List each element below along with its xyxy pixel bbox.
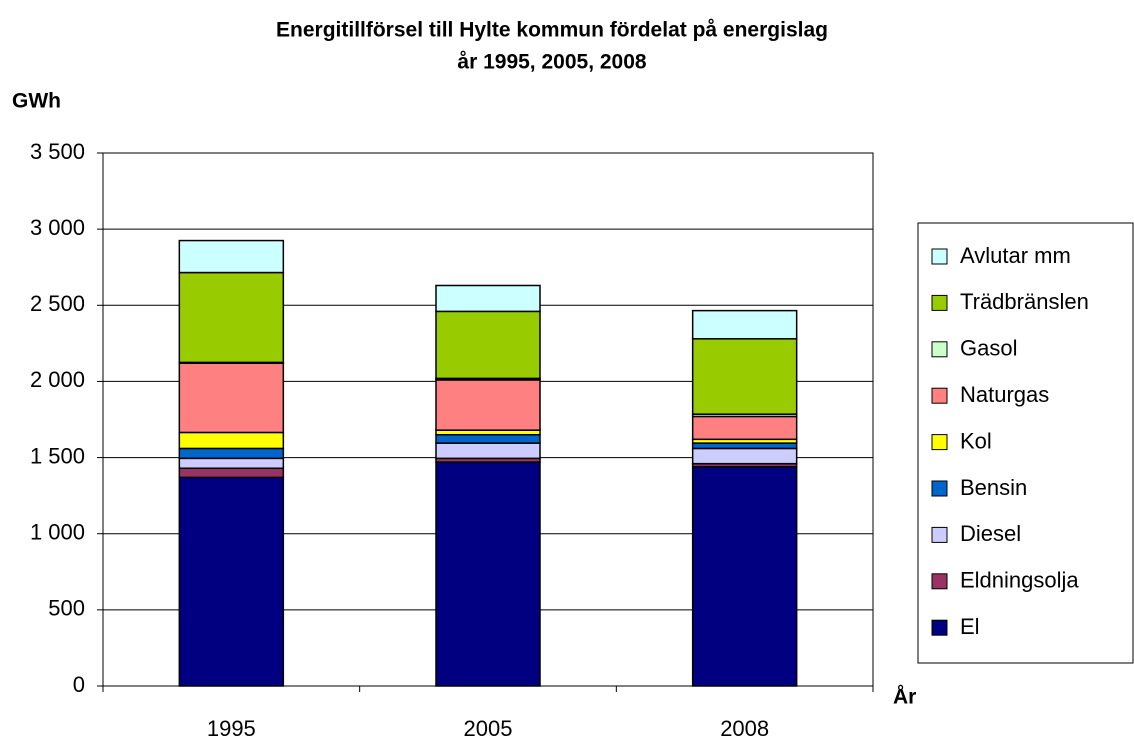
bar-segment <box>435 284 541 313</box>
y-tick-label: 1 000 <box>30 520 85 545</box>
legend-swatch <box>931 480 948 497</box>
legend-label: Avlutar mm <box>960 243 1071 268</box>
bar-segment <box>435 379 541 431</box>
y-tick-label: 3 000 <box>30 215 85 240</box>
bar-segment <box>178 239 285 274</box>
bar-segment <box>691 338 798 415</box>
bar-segment <box>435 442 541 460</box>
bar-segment <box>691 309 798 340</box>
bar-segment <box>178 447 285 460</box>
legend-swatch <box>931 248 948 265</box>
legend-swatch <box>931 387 948 404</box>
legend-swatch <box>931 294 948 311</box>
x-tick-label: 1995 <box>207 716 256 741</box>
bar-segment <box>178 362 285 434</box>
legend-label: Diesel <box>960 521 1021 546</box>
legend-label: Naturgas <box>960 382 1049 407</box>
bar-segment <box>178 467 285 479</box>
x-tick-label: 2005 <box>464 716 513 741</box>
legend-label: Gasol <box>960 336 1017 361</box>
x-axis-label: År <box>893 685 916 709</box>
y-axis-label: GWh <box>12 90 61 113</box>
bar-segment <box>691 442 798 450</box>
y-tick-label: 0 <box>73 672 85 697</box>
y-tick-label: 500 <box>48 596 85 621</box>
legend-label: El <box>960 614 980 639</box>
bar-segment <box>435 433 541 444</box>
y-tick-label: 3 500 <box>30 139 85 164</box>
legend-label: Trädbränslen <box>960 289 1089 314</box>
y-tick-label: 2 500 <box>30 291 85 316</box>
bar-segment <box>691 447 798 465</box>
bar-segment <box>178 271 285 364</box>
chart-title: Energitillförsel till Hylte kommun förde… <box>276 19 828 42</box>
bar-segment <box>178 457 285 469</box>
y-tick-label: 2 000 <box>30 367 85 392</box>
legend-swatch <box>931 341 948 358</box>
chart-title: år 1995, 2005, 2008 <box>457 51 646 74</box>
legend-label: Eldningsolja <box>960 568 1079 593</box>
bar-segment <box>691 415 798 441</box>
legend-swatch <box>931 573 948 590</box>
legend-swatch <box>931 526 948 543</box>
legend-label: Kol <box>960 428 992 453</box>
bar-segment <box>178 431 285 450</box>
bar-segment <box>691 465 798 687</box>
legend-box <box>917 222 1134 664</box>
legend-swatch <box>931 434 948 451</box>
bar-segment <box>435 461 541 687</box>
legend-swatch <box>931 619 948 636</box>
y-tick-label: 1 500 <box>30 443 85 468</box>
legend-label: Bensin <box>960 475 1027 500</box>
bar-segment <box>435 310 541 380</box>
bar-segment <box>178 476 285 687</box>
x-tick-label: 2008 <box>720 716 769 741</box>
